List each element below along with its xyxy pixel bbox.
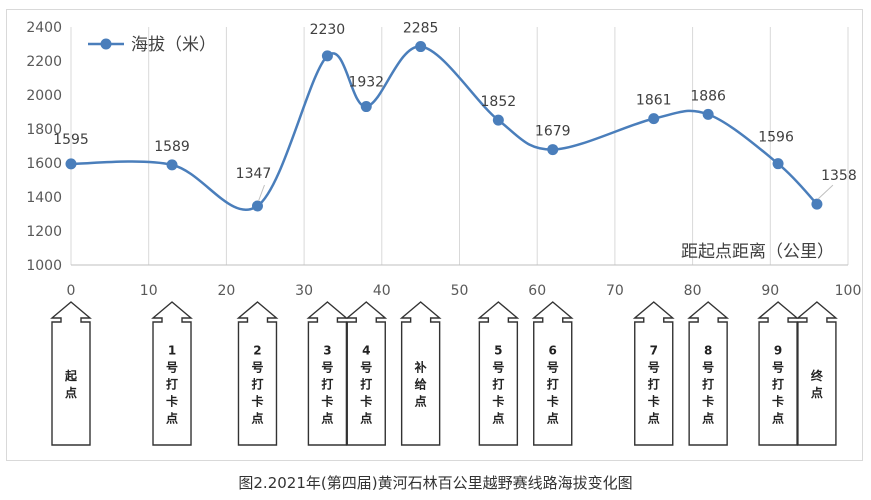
y-tick-label: 1800 — [26, 122, 62, 138]
legend-label: 海拔（米） — [131, 35, 216, 55]
data-label: 1886 — [690, 88, 726, 104]
checkpoint-sign — [399, 301, 442, 446]
data-point — [772, 158, 784, 170]
y-tick-label: 2400 — [26, 20, 62, 36]
checkpoint-sign — [50, 301, 92, 446]
data-point — [360, 101, 372, 113]
checkpoint-label: 9 号打卡点 — [772, 344, 784, 426]
data-label: 1589 — [154, 139, 190, 155]
checkpoint-label: 5 号打卡点 — [492, 344, 504, 426]
data-label: 1861 — [636, 93, 672, 109]
series-line — [70, 45, 818, 212]
y-tick-label: 2200 — [26, 54, 62, 70]
data-point — [321, 50, 333, 62]
checkpoint-sign — [757, 301, 799, 446]
checkpoint-label: 1 号打卡点 — [166, 344, 178, 426]
y-tick-label: 1000 — [26, 258, 62, 274]
data-point — [702, 108, 714, 120]
data-label: 1595 — [53, 132, 89, 148]
y-tick-label: 1200 — [26, 224, 62, 240]
chart-caption: 图2.2021年(第四届)黄河石林百公里越野赛线路海拔变化图 — [238, 474, 633, 492]
x-tick-label: 100 — [835, 283, 862, 299]
y-tick-label: 2000 — [26, 88, 62, 104]
checkpoint-label: 8 号打卡点 — [702, 344, 714, 426]
checkpoint-label: 2 号打卡点 — [251, 344, 263, 426]
x-tick-label: 0 — [67, 283, 76, 299]
data-label: 1358 — [821, 168, 857, 184]
checkpoint-sign — [687, 301, 730, 446]
x-tick-label: 70 — [606, 283, 624, 299]
data-label: 1596 — [758, 130, 794, 146]
checkpoint-label: 终点 — [811, 368, 824, 400]
data-point — [166, 159, 178, 171]
x-tick-label: 80 — [684, 283, 702, 299]
data-point — [415, 41, 427, 53]
data-point — [251, 200, 263, 212]
checkpoint-sign — [632, 301, 675, 446]
y-tick-label: 1600 — [26, 156, 62, 172]
data-point — [65, 158, 77, 170]
checkpoint-label: 补给点 — [414, 360, 427, 409]
data-point — [547, 144, 559, 156]
x-tick-label: 10 — [140, 283, 158, 299]
data-point — [648, 113, 660, 125]
checkpoint-sign — [477, 301, 520, 446]
label-leader-line — [258, 184, 265, 202]
checkpoint-sign — [151, 301, 193, 446]
data-label: 2285 — [403, 21, 439, 37]
checkpoint-label: 3 号打卡点 — [321, 344, 333, 426]
checkpoint-sign — [531, 301, 574, 446]
legend-marker — [100, 38, 112, 50]
data-point — [811, 198, 823, 210]
checkpoint-sign — [306, 301, 349, 446]
data-label: 2230 — [310, 22, 346, 38]
x-axis-title: 距起点距离（公里） — [681, 242, 834, 262]
data-label: 1347 — [236, 166, 272, 182]
checkpoint-sign — [796, 301, 838, 446]
x-tick-label: 30 — [295, 283, 313, 299]
checkpoint-label: 6 号打卡点 — [547, 344, 559, 426]
data-label: 1679 — [535, 124, 571, 140]
chart-frame — [6, 9, 863, 461]
x-tick-label: 20 — [217, 283, 235, 299]
y-tick-label: 1400 — [26, 190, 62, 206]
x-tick-label: 40 — [373, 283, 391, 299]
label-leader-line — [817, 184, 834, 200]
data-label: 1932 — [348, 75, 384, 91]
x-tick-label: 90 — [761, 283, 779, 299]
checkpoint-label: 4 号打卡点 — [360, 344, 372, 426]
checkpoint-label: 起点 — [64, 368, 78, 400]
x-tick-label: 50 — [451, 283, 469, 299]
x-tick-label: 60 — [528, 283, 546, 299]
data-label: 1852 — [481, 94, 517, 110]
data-point — [492, 114, 504, 126]
checkpoint-sign — [236, 301, 279, 446]
checkpoint-sign — [345, 301, 388, 446]
checkpoint-label: 7 号打卡点 — [648, 344, 660, 426]
